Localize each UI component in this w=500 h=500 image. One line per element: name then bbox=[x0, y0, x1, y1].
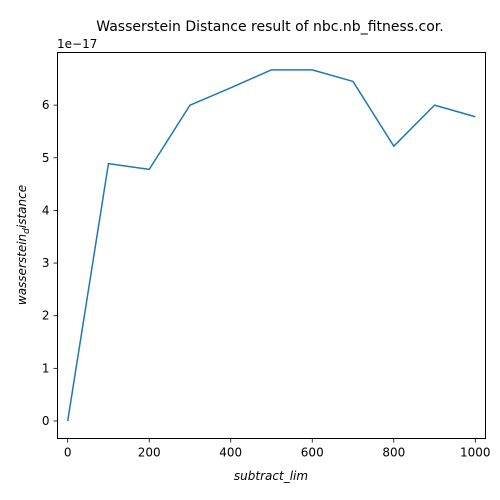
y-tick-label: 6 bbox=[42, 98, 50, 112]
y-tick-label: 0 bbox=[42, 414, 50, 428]
y-tick-label: 2 bbox=[42, 309, 50, 323]
x-tick-label: 600 bbox=[301, 446, 324, 460]
x-tick-label: 800 bbox=[382, 446, 405, 460]
y-axis-label: wassersteindistance bbox=[15, 185, 32, 305]
x-tick-label: 0 bbox=[64, 446, 72, 460]
plot-area bbox=[68, 70, 476, 421]
x-tick-label: 1000 bbox=[460, 446, 491, 460]
y-tick-label: 4 bbox=[42, 203, 50, 217]
plot-frame bbox=[58, 53, 486, 439]
y-axis-offset-text: 1e−17 bbox=[57, 37, 97, 51]
x-axis: 0 200 400 600 800 1000 bbox=[64, 439, 491, 460]
y-axis-label-main: wasserstein bbox=[15, 234, 29, 305]
y-axis: 0 1 2 3 4 5 6 bbox=[42, 98, 58, 428]
x-tick-label: 400 bbox=[219, 446, 242, 460]
y-tick-label: 3 bbox=[42, 256, 50, 270]
series-line bbox=[68, 70, 476, 421]
y-tick-label: 5 bbox=[42, 151, 50, 165]
chart-title: Wasserstein Distance result of nbc.nb_fi… bbox=[96, 19, 443, 35]
y-axis-label-tail: istance bbox=[15, 185, 29, 228]
x-axis-label: subtract_lim bbox=[234, 469, 308, 483]
x-tick-label: 200 bbox=[138, 446, 161, 460]
y-tick-label: 1 bbox=[42, 361, 50, 375]
